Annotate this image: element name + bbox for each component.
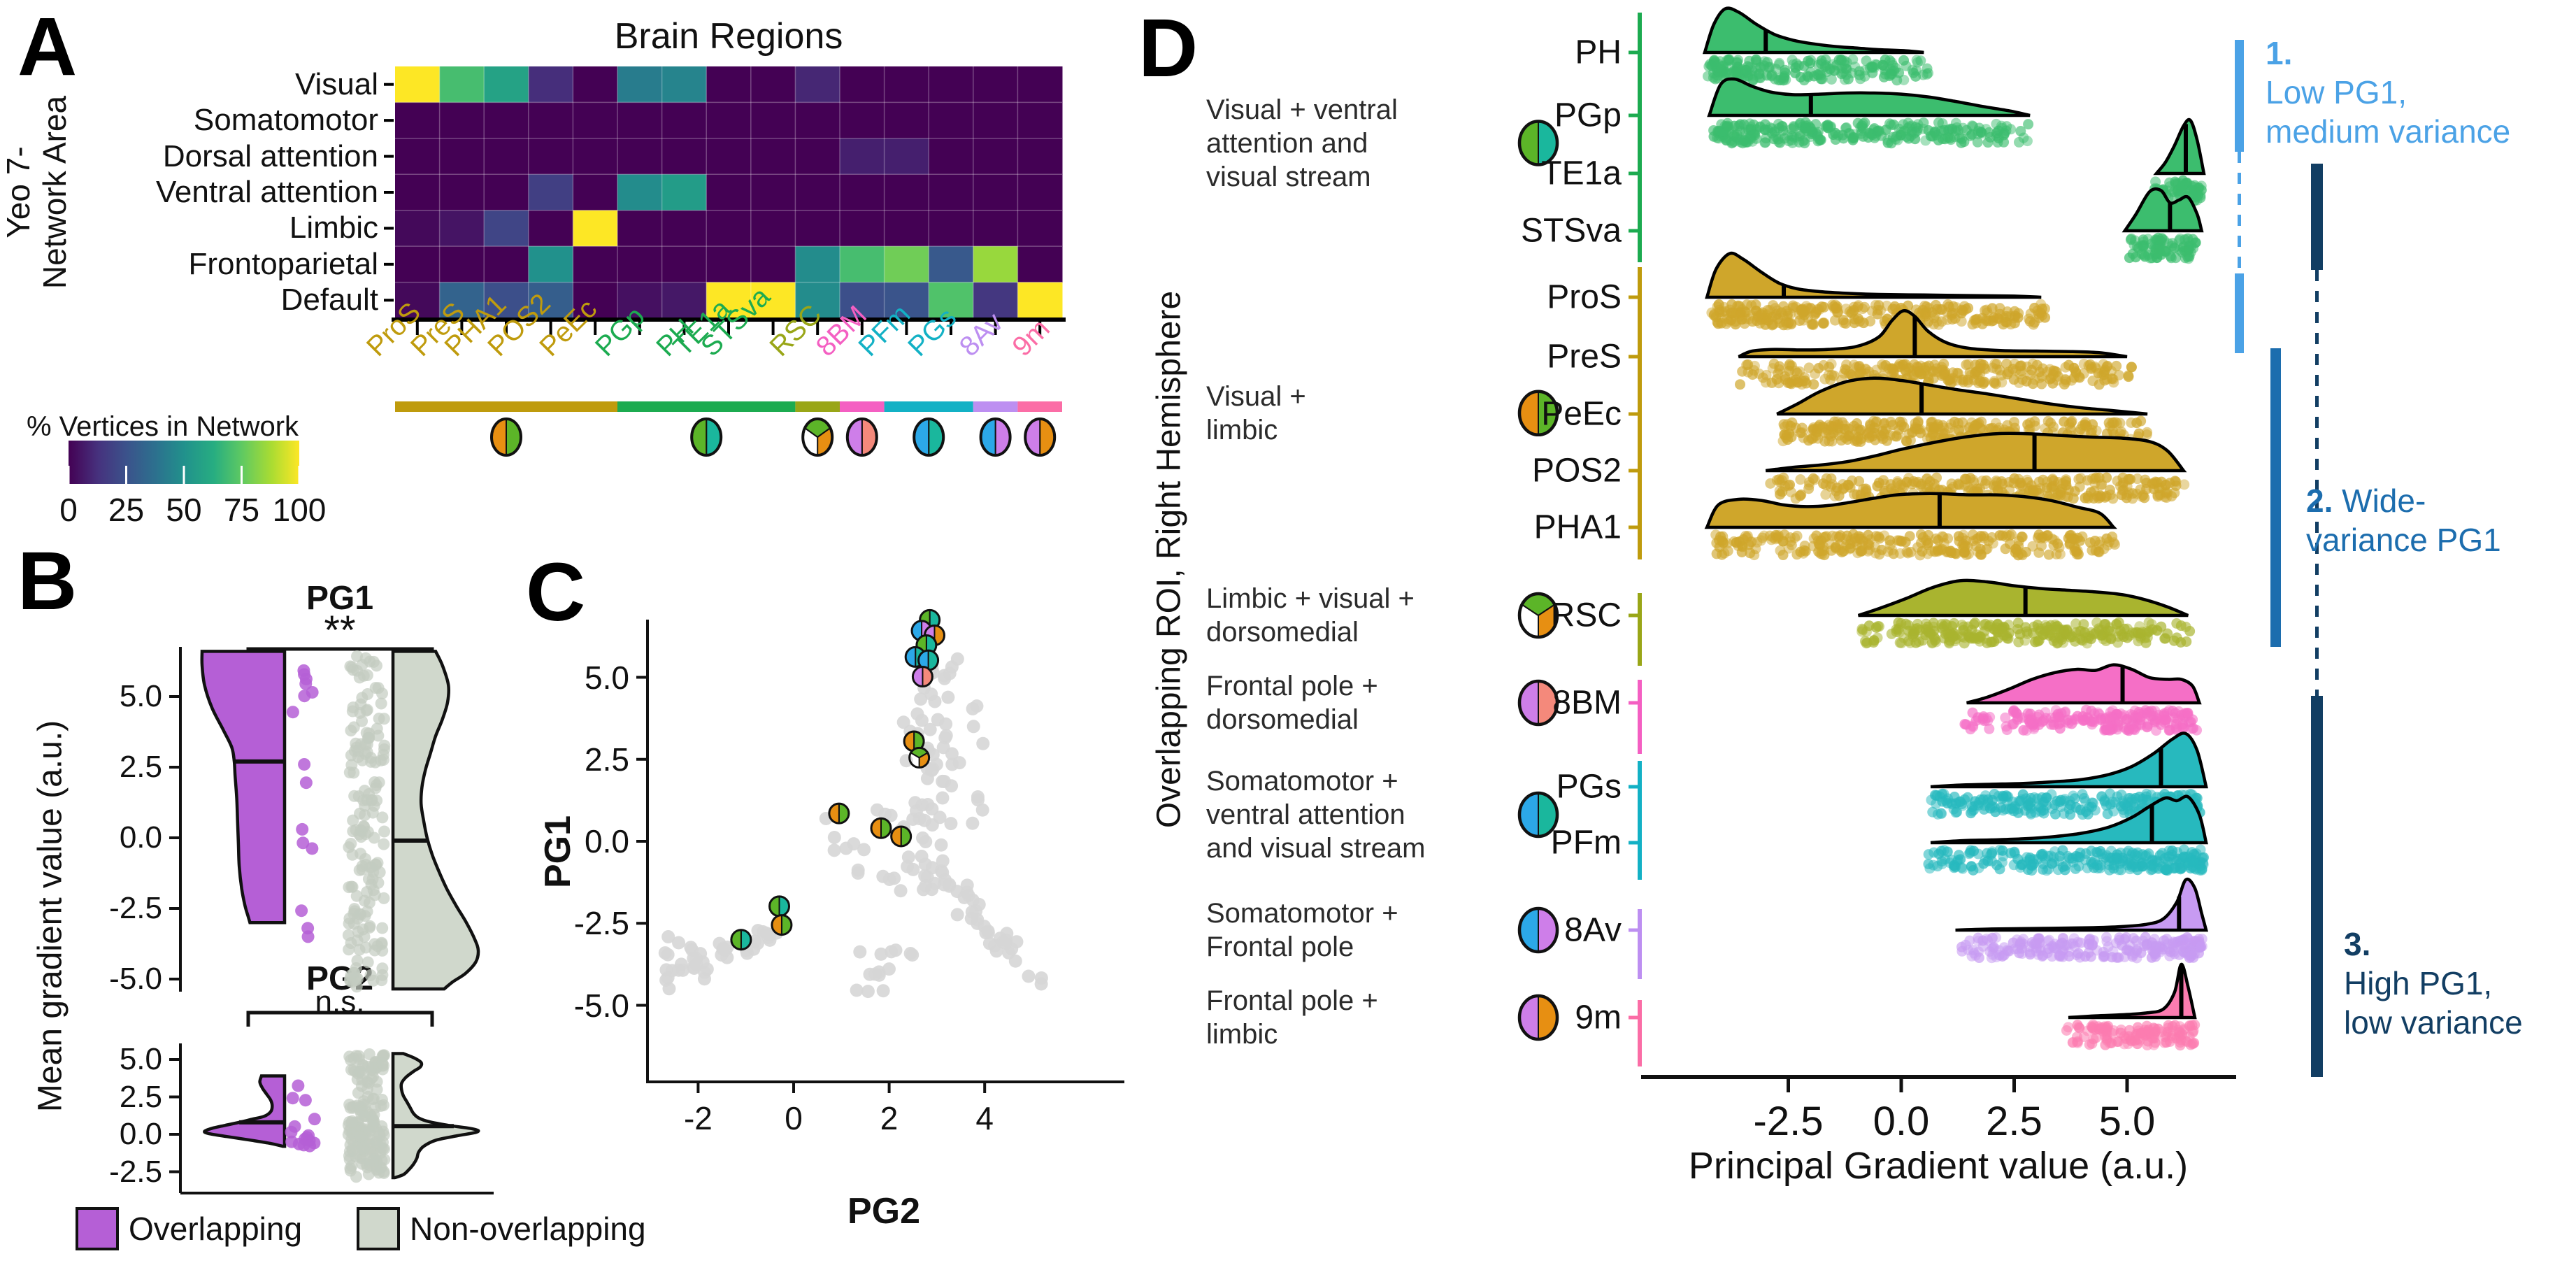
ridge-row-RSC — [1856, 578, 2196, 649]
ridge-group-pie — [1517, 120, 1559, 166]
legend-swatch-overlapping — [76, 1207, 119, 1250]
violin-overlapping-points-PG2 — [285, 1079, 321, 1153]
ridge-row-PH — [1702, 6, 1934, 86]
ridge-row-POS2 — [1765, 431, 2190, 504]
violin-nonoverlapping-points-PG2 — [342, 1048, 391, 1183]
annotation-bar-2 — [2270, 348, 2281, 647]
scatter-plot — [636, 620, 1124, 1093]
ridge-row-ProS — [1705, 251, 2051, 331]
ridgeline-plot — [1629, 13, 2236, 1092]
violin-overlapping-points-PG1 — [286, 664, 319, 943]
ridge-group-pie — [1517, 906, 1559, 954]
ridge-group-pie — [1517, 791, 1559, 839]
network-color-bar — [395, 401, 1062, 412]
ridge-group-pie — [1517, 592, 1559, 639]
pg1-title: PG1 — [306, 580, 374, 617]
legend-label-non-overlapping: Non-overlapping — [410, 1211, 646, 1247]
pg1-significance: ** — [324, 608, 356, 653]
violin-subplot-PG2 — [169, 1011, 494, 1194]
ridge-row-PeEc — [1776, 376, 2153, 448]
legend-label-overlapping: Overlapping — [129, 1211, 303, 1247]
colorbar — [67, 441, 301, 484]
ridge-row-9m — [2061, 962, 2201, 1051]
heatmap — [392, 66, 1066, 322]
legend-swatch-non-overlapping — [357, 1207, 401, 1250]
ridge-row-STSva — [2121, 187, 2204, 264]
ridge-row-PFm — [1923, 794, 2209, 876]
annotation-bar-1 — [2235, 40, 2244, 353]
legend: Overlapping Non-overlapping — [76, 1207, 646, 1250]
panel-letter-c: C — [526, 546, 586, 638]
heatmap-axis-ticks — [384, 83, 1042, 335]
scatter-background-points — [658, 652, 1048, 999]
ridge-group-pie — [1517, 390, 1559, 437]
network-pies — [490, 418, 1057, 457]
ridgeline-x-axis-label: Principal Gradient value (a.u.) — [1688, 1145, 2189, 1187]
panel-letter-d: D — [1138, 2, 1198, 94]
heatmap-title: Brain Regions — [614, 16, 843, 57]
ridge-group-pie — [1517, 679, 1559, 727]
ridge-group-pie — [1517, 994, 1559, 1041]
violin-subplot-PG1 — [169, 647, 480, 992]
ridge-row-PGp — [1707, 77, 2034, 149]
violin-nonoverlapping-points-PG1 — [342, 650, 391, 993]
scatter-roi-pies — [730, 608, 945, 951]
ridge-row-8BM — [1959, 663, 2203, 736]
annotation-bar-3 — [2311, 164, 2323, 1077]
ridge-row-PHA1 — [1704, 492, 2120, 561]
scatter-x-axis-label: PG2 — [847, 1191, 921, 1232]
panel-letter-a: A — [17, 1, 78, 93]
panel-letter-b: B — [17, 535, 78, 627]
colorbar-title: % Vertices in Network — [27, 411, 299, 442]
ridge-row-8Av — [1955, 877, 2208, 964]
